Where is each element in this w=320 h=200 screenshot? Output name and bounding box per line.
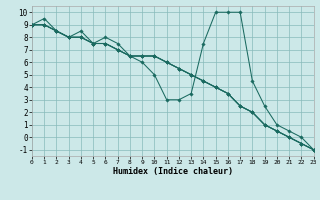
X-axis label: Humidex (Indice chaleur): Humidex (Indice chaleur) [113, 167, 233, 176]
